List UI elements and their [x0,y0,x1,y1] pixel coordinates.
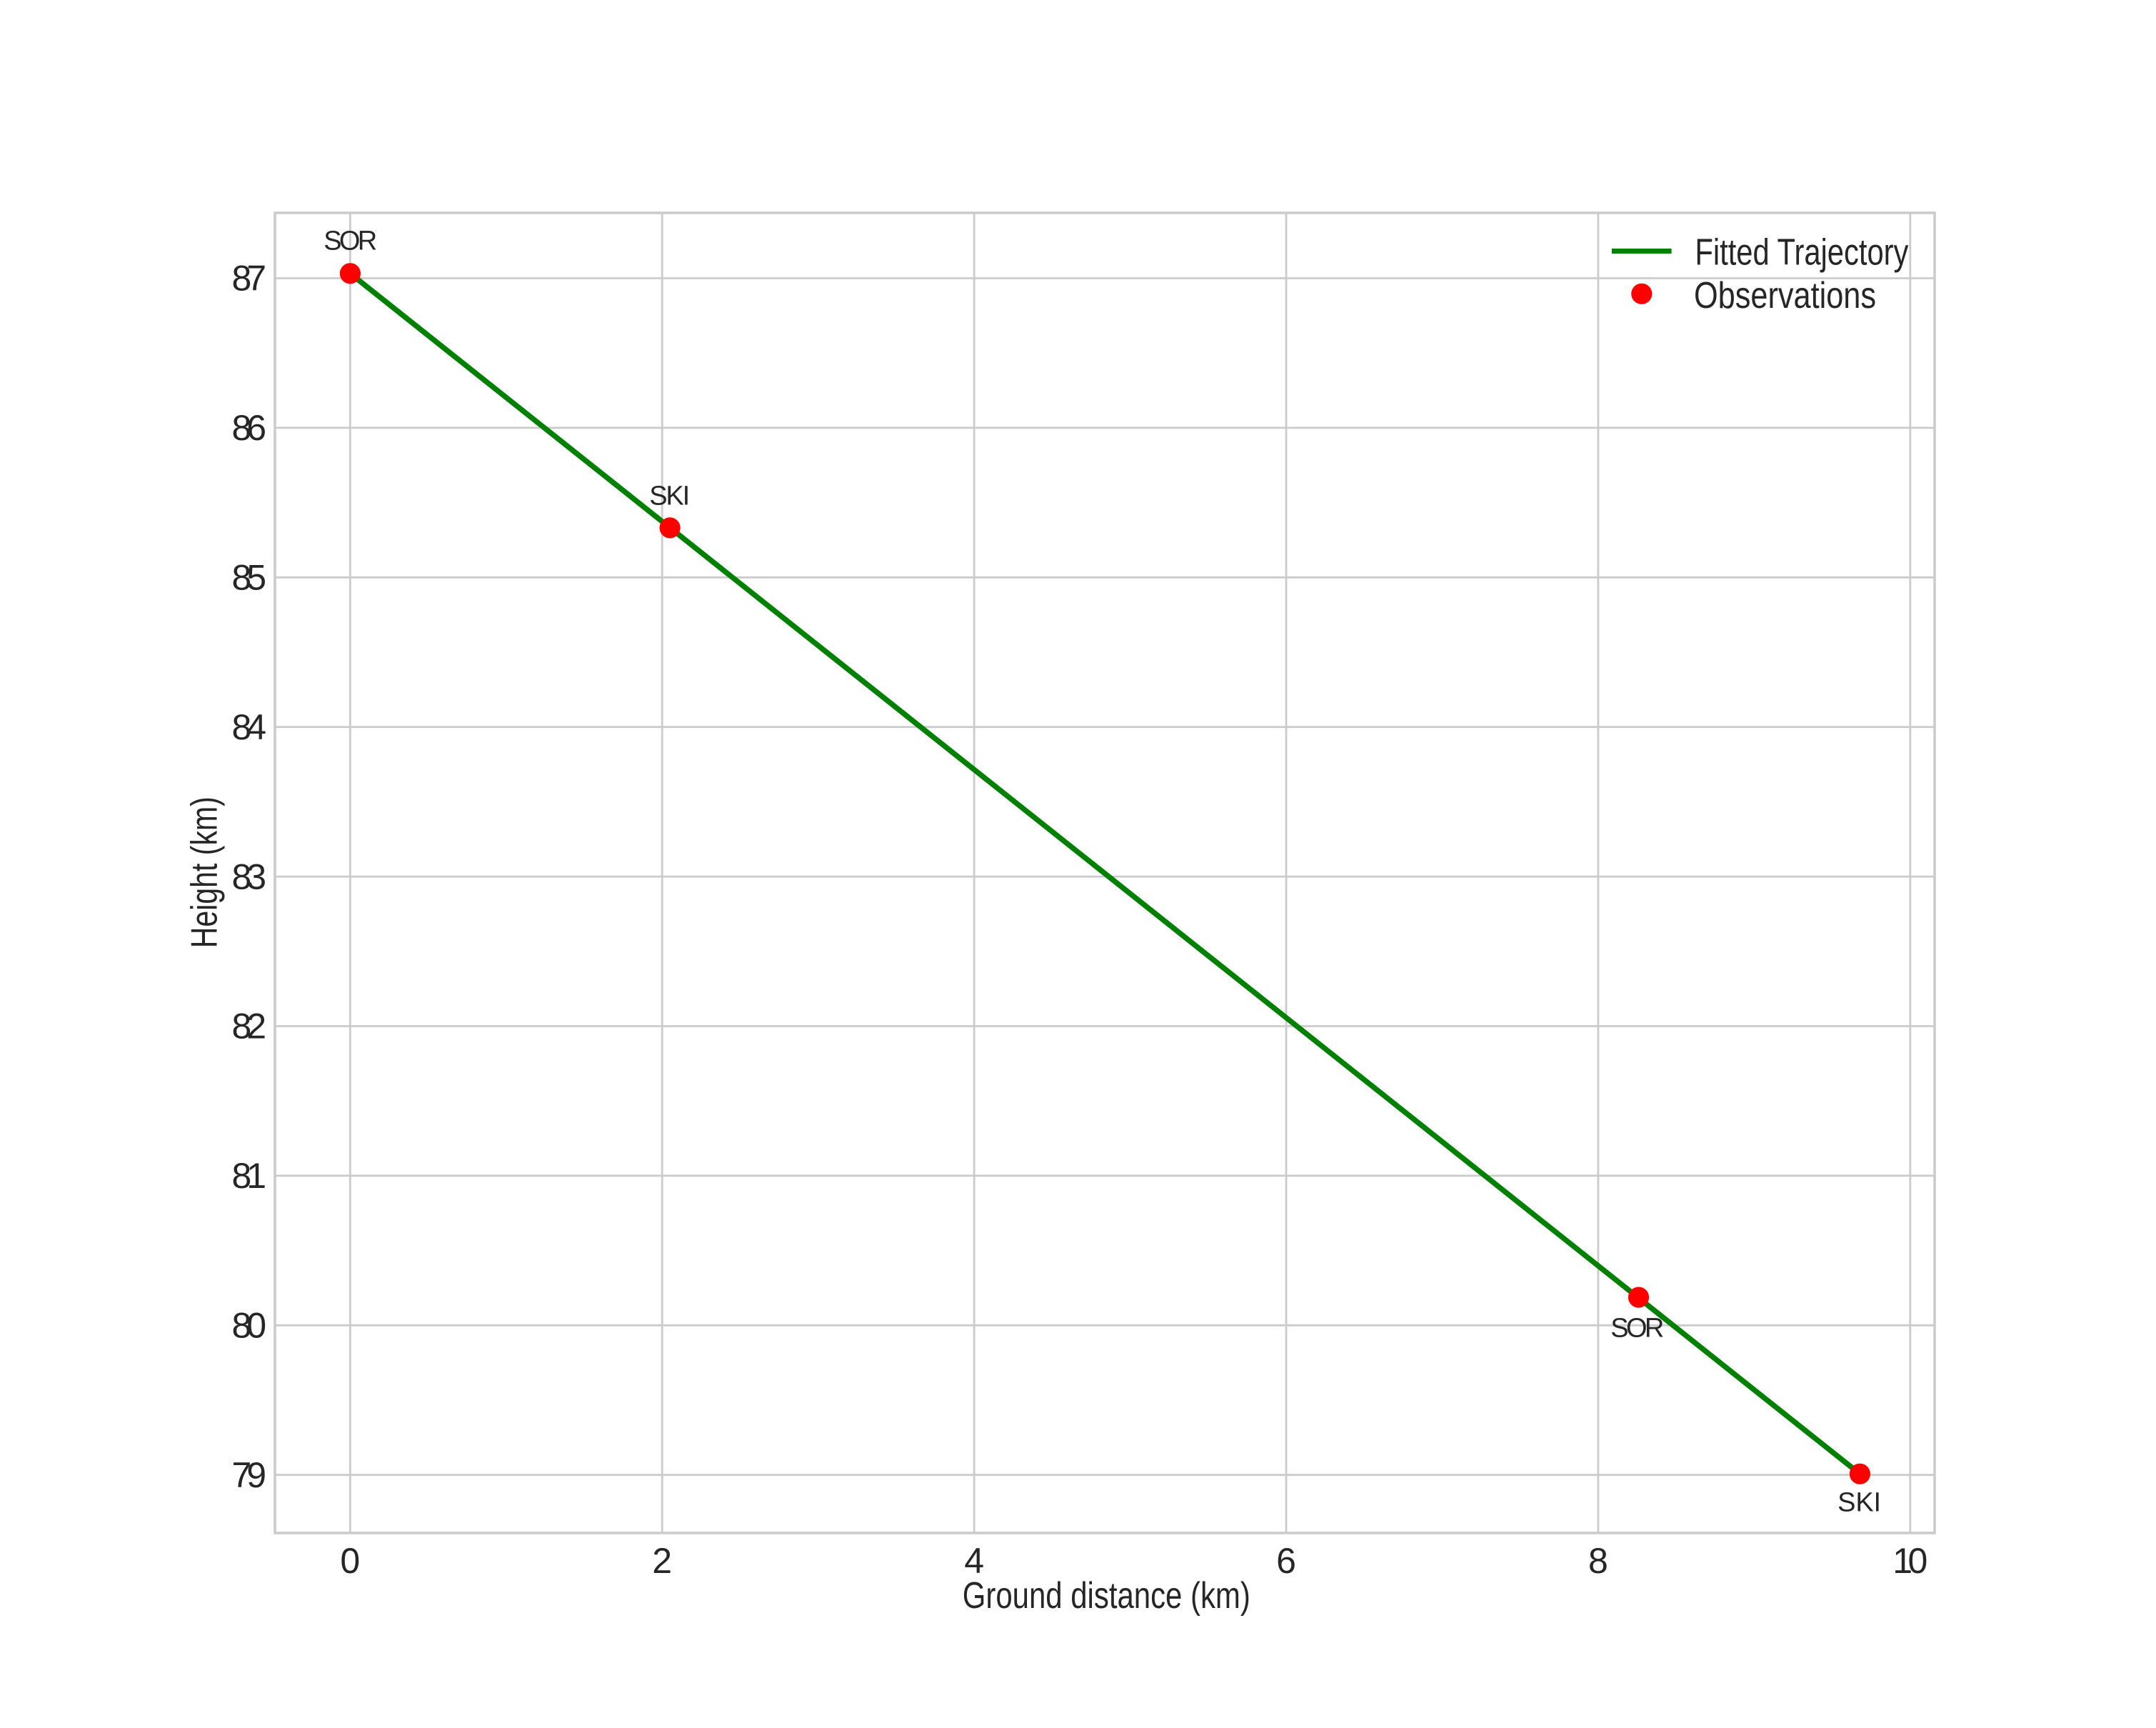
svg-text:84: 84 [232,707,267,747]
svg-text:81: 81 [232,1156,267,1196]
svg-text:87: 87 [232,259,267,299]
svg-text:Height (km): Height (km) [184,796,226,948]
svg-text:SKI: SKI [649,481,690,511]
svg-text:SOR: SOR [324,226,377,256]
svg-text:6: 6 [1276,1541,1296,1581]
svg-text:83: 83 [232,856,267,897]
svg-text:79: 79 [232,1455,267,1495]
svg-text:86: 86 [232,408,267,448]
svg-text:Observations: Observations [1694,275,1876,316]
svg-text:2: 2 [652,1541,672,1581]
svg-text:10: 10 [1892,1541,1927,1581]
svg-text:SOR: SOR [1610,1313,1664,1343]
svg-text:85: 85 [232,558,267,598]
svg-text:SKI: SKI [1837,1488,1881,1518]
svg-text:4: 4 [964,1541,984,1581]
svg-text:8: 8 [1588,1541,1608,1581]
svg-text:0: 0 [340,1541,360,1581]
svg-text:82: 82 [232,1007,267,1047]
svg-text:Ground distance (km): Ground distance (km) [963,1575,1250,1617]
svg-text:80: 80 [232,1306,267,1346]
svg-text:Fitted Trajectory: Fitted Trajectory [1695,232,1908,274]
